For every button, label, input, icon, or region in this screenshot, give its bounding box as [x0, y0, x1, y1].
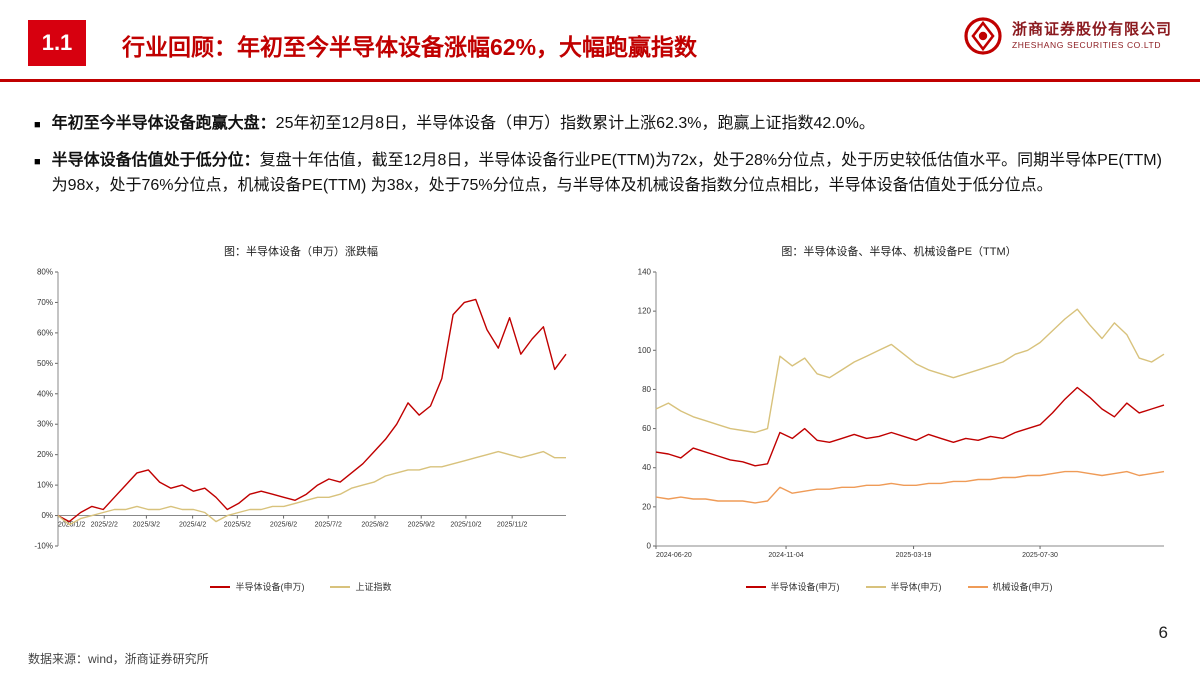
- legend-item: 半导体设备(申万): [210, 580, 304, 593]
- legend-swatch: [330, 585, 351, 588]
- company-logo: 浙商证券股份有限公司 ZHESHANG SECURITIES CO.LTD: [963, 16, 1172, 56]
- bullet-marker-icon: ■: [34, 155, 41, 168]
- svg-text:2025/8/2: 2025/8/2: [361, 522, 388, 529]
- svg-text:20: 20: [642, 502, 651, 511]
- chart-legend-price-change: 半导体设备(申万) 上证指数: [210, 580, 392, 593]
- series-line: [655, 386, 1165, 467]
- chart-legend-pe: 半导体设备(申万) 半导体(申万) 机械设备(申万): [745, 580, 1053, 593]
- chart-title-pe: 图：半导体设备、半导体、机械设备PE（TTM）: [781, 246, 1017, 258]
- series-line: [655, 470, 1165, 504]
- svg-text:-10%: -10%: [34, 542, 53, 551]
- bullet-lead-2: 半导体设备估值处于低分位：: [51, 151, 260, 169]
- svg-text:2025-07-30: 2025-07-30: [1022, 552, 1058, 559]
- slide-header: 1.1 行业回顾：年初至今半导体设备涨幅62%，大幅跑赢指数 浙商证券股份有限公…: [0, 0, 1200, 82]
- chart-card-pe: 图：半导体设备、半导体、机械设备PE（TTM） 0 20 40 60 80 100 120 1…: [620, 243, 1178, 593]
- svg-text:140: 140: [638, 268, 652, 277]
- bullet-text-2: 半导体设备估值处于低分位：复盘十年估值，截至12月8日，半导体设备行业PE(TT…: [52, 149, 1172, 199]
- svg-text:2025/1/2: 2025/1/2: [58, 522, 85, 529]
- svg-text:2025/6/2: 2025/6/2: [270, 522, 297, 529]
- svg-text:40%: 40%: [37, 389, 53, 398]
- company-logo-icon: [964, 17, 1002, 55]
- chart-svg: -10% 0% 10% 20% 30% 40% 50% 60% 70% 80% 2025/1/2 20…: [34, 268, 567, 551]
- legend-item: 上证指数: [330, 580, 392, 593]
- data-source-note: 数据来源：wind，浙商证券研究所: [28, 652, 209, 666]
- bullet-text-1: 年初至今半导体设备跑赢大盘：25年初至12月8日，半导体设备（申万）指数累计上涨…: [52, 112, 875, 137]
- svg-text:0%: 0%: [41, 511, 53, 520]
- company-name-block: 浙商证券股份有限公司 ZHESHANG SECURITIES CO.LTD: [1012, 21, 1172, 50]
- svg-text:40: 40: [642, 463, 651, 472]
- svg-text:2025/3/2: 2025/3/2: [133, 522, 160, 529]
- chart-price-change: -10% 0% 10% 20% 30% 40% 50% 60% 70% 80% 2025/1/2 20…: [22, 264, 580, 562]
- svg-text:80: 80: [642, 385, 651, 394]
- svg-text:2025/5/2: 2025/5/2: [224, 522, 251, 529]
- bullet-list: ■ 年初至今半导体设备跑赢大盘：25年初至12月8日，半导体设备（申万）指数累计…: [34, 112, 1172, 210]
- svg-text:2024-06-20: 2024-06-20: [656, 552, 692, 559]
- svg-text:100: 100: [638, 346, 652, 355]
- company-name-cn: 浙商证券股份有限公司: [1011, 21, 1172, 39]
- legend-item: 机械设备(申万): [967, 580, 1053, 593]
- svg-text:2025/7/2: 2025/7/2: [315, 522, 342, 529]
- series-line: [655, 308, 1165, 434]
- svg-text:2025/2/2: 2025/2/2: [91, 522, 118, 529]
- bullet-item-1: ■ 年初至今半导体设备跑赢大盘：25年初至12月8日，半导体设备（申万）指数累计…: [34, 112, 1172, 137]
- series-line: [57, 450, 566, 526]
- chart-card-price-change: 图：半导体设备（申万）涨跌幅 -10% 0% 10% 20% 30% 40% 50% 60% 7…: [22, 243, 580, 593]
- svg-text:2024-11-04: 2024-11-04: [768, 552, 803, 559]
- svg-text:2025/9/2: 2025/9/2: [408, 522, 435, 529]
- bullet-marker-icon: ■: [34, 119, 41, 131]
- svg-text:60: 60: [642, 424, 651, 433]
- bullet-lead-1: 年初至今半导体设备跑赢大盘：: [51, 115, 276, 132]
- chart-svg: 0 20 40 60 80 100 120 140 2024-06-20 2024-11-04 20…: [638, 268, 1165, 559]
- svg-text:30%: 30%: [37, 420, 53, 429]
- charts-row: 图：半导体设备（申万）涨跌幅 -10% 0% 10% 20% 30% 40% 50% 60% 7…: [22, 243, 1178, 593]
- svg-text:2025/11/2: 2025/11/2: [497, 522, 528, 529]
- section-number-badge: 1.1: [28, 20, 86, 66]
- bullet-body-1: 25年初至12月8日，半导体设备（申万）指数累计上涨62.3%，跑赢上证指数42…: [275, 115, 875, 132]
- page-title: 行业回顾：年初至今半导体设备涨幅62%，大幅跑赢指数: [122, 34, 698, 60]
- svg-text:10%: 10%: [37, 481, 53, 490]
- legend-item: 半导体设备(申万): [745, 580, 840, 593]
- svg-text:2025/10/2: 2025/10/2: [450, 522, 481, 529]
- section-number: 1.1: [41, 30, 73, 55]
- svg-text:2025/4/2: 2025/4/2: [179, 522, 206, 529]
- svg-text:60%: 60%: [37, 328, 53, 337]
- company-name-en: ZHESHANG SECURITIES CO.LTD: [1011, 40, 1162, 51]
- chart-title-price-change: 图：半导体设备（申万）涨跌幅: [224, 246, 378, 258]
- svg-text:70%: 70%: [37, 298, 53, 307]
- svg-text:50%: 50%: [37, 359, 53, 368]
- page-number: 6: [1158, 623, 1168, 642]
- legend-swatch: [210, 585, 231, 588]
- chart-pe: 0 20 40 60 80 100 120 140 2024-06-20 2024-11-04 20…: [620, 264, 1178, 562]
- legend-item: 半导体(申万): [865, 580, 942, 593]
- svg-text:80%: 80%: [37, 268, 53, 277]
- series-line: [57, 298, 567, 523]
- svg-text:20%: 20%: [37, 450, 53, 459]
- legend-swatch: [865, 585, 886, 588]
- svg-text:0: 0: [647, 542, 652, 551]
- bullet-body-2: 复盘十年估值，截至12月8日，半导体设备行业PE(TTM)为72x，处于28%分…: [51, 151, 1162, 194]
- svg-text:2025-03-19: 2025-03-19: [896, 552, 932, 559]
- bullet-item-2: ■ 半导体设备估值处于低分位：复盘十年估值，截至12月8日，半导体设备行业PE(…: [34, 149, 1172, 199]
- legend-swatch: [967, 585, 988, 588]
- legend-swatch: [745, 585, 766, 588]
- svg-text:120: 120: [638, 307, 652, 316]
